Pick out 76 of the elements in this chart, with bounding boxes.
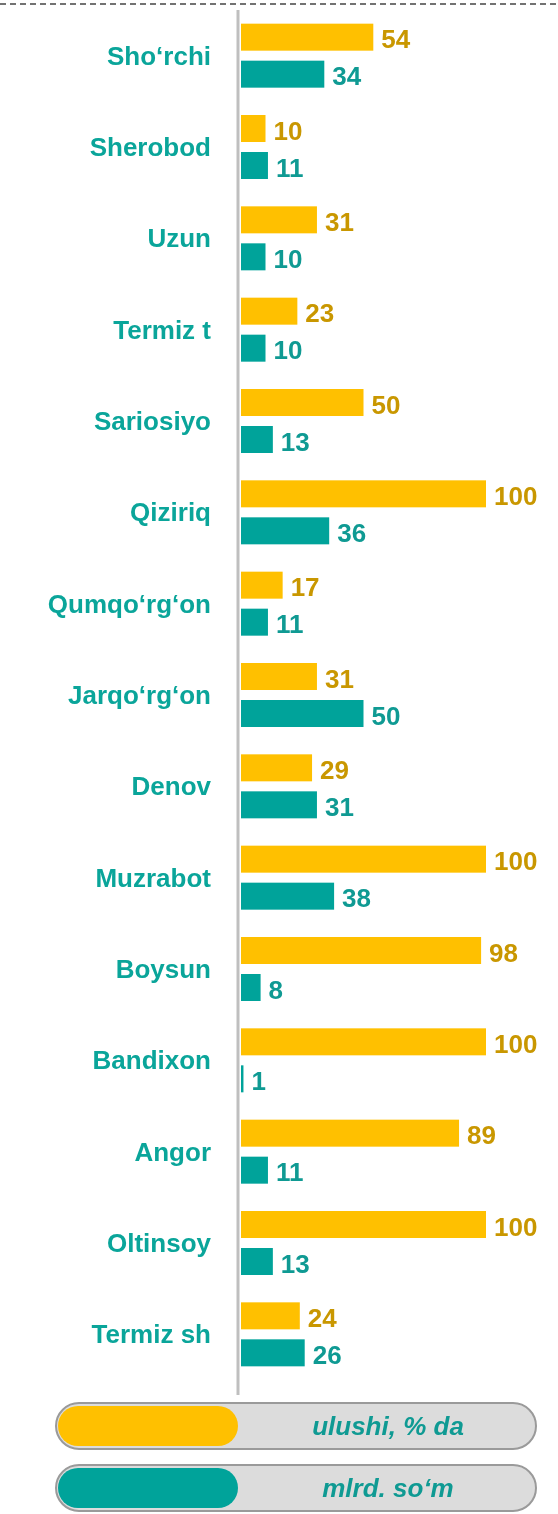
data-label: 54	[381, 24, 411, 55]
bar	[241, 426, 273, 453]
data-label: 100	[494, 846, 538, 877]
bar	[241, 60, 325, 88]
data-label: 11	[275, 609, 304, 640]
bar	[241, 243, 266, 271]
data-label: 34	[332, 61, 362, 92]
bar	[241, 571, 283, 599]
y-tick-label: Sariosiyo	[93, 406, 211, 437]
y-tick-label: Uzun	[147, 223, 211, 254]
y-tick-label: Termiz t	[113, 314, 212, 345]
bar	[241, 1302, 300, 1330]
y-tick-label: Jarqo‘rg‘on	[67, 680, 211, 711]
data-label: 23	[305, 298, 335, 329]
y-tick-label: Sherobod	[89, 132, 211, 163]
data-label: 10	[273, 115, 303, 146]
y-tick-label: Qumqo‘rg‘on	[47, 588, 211, 619]
bar	[241, 754, 313, 782]
bar	[241, 845, 486, 873]
data-label: 50	[371, 389, 401, 420]
data-label: 100	[494, 480, 538, 511]
data-label: 100	[494, 1211, 538, 1242]
data-label: 10	[273, 335, 303, 366]
data-label: 36	[337, 517, 367, 548]
data-label: 11	[275, 1157, 304, 1188]
data-label: 10	[273, 243, 303, 274]
y-tick-label: Sho‘rchi	[106, 40, 211, 71]
data-label: 17	[290, 572, 320, 603]
data-label: 8	[268, 974, 284, 1005]
data-label: 29	[320, 754, 349, 785]
bar	[241, 1248, 273, 1275]
bar	[241, 1339, 305, 1367]
y-tick-label: Angor	[134, 1136, 211, 1167]
data-label: 31	[324, 791, 354, 822]
bar	[241, 937, 482, 964]
bar	[241, 334, 266, 362]
data-label: 50	[371, 700, 401, 731]
data-label: 24	[307, 1302, 338, 1333]
bar	[241, 517, 330, 545]
y-tick-label: Denov	[131, 771, 212, 802]
bar	[241, 1156, 268, 1184]
data-label: 13	[280, 426, 310, 457]
y-tick-label: Bandixon	[92, 1045, 211, 1076]
data-label: 98	[489, 937, 519, 968]
data-label: 13	[280, 1248, 310, 1279]
bar	[241, 700, 364, 727]
y-tick-label: Termiz sh	[91, 1319, 211, 1350]
bar	[241, 1211, 486, 1238]
bar	[241, 152, 268, 179]
data-label: 31	[324, 663, 354, 694]
y-tick-label: Oltinsoy	[106, 1228, 212, 1259]
text: ulushi, % da	[312, 1411, 464, 1442]
bar	[241, 389, 364, 416]
data-label: 11	[275, 152, 304, 183]
bar	[241, 1119, 460, 1147]
bar	[241, 297, 298, 325]
bar	[241, 974, 261, 1001]
bar	[241, 206, 317, 234]
bar	[241, 1028, 486, 1056]
data-label: 1	[251, 1065, 266, 1096]
bar	[241, 663, 317, 690]
data-label: 38	[342, 883, 372, 914]
bar	[241, 115, 266, 142]
bar	[241, 23, 374, 51]
bar	[241, 608, 268, 636]
bar	[241, 882, 335, 910]
y-tick-label: Qiziriq	[130, 497, 211, 528]
y-tick-label: Muzrabot	[95, 862, 212, 893]
data-label: 100	[494, 1028, 538, 1059]
bar	[241, 480, 486, 508]
data-label: 89	[467, 1120, 496, 1151]
bar	[241, 791, 317, 819]
data-label: 31	[324, 206, 354, 237]
y-tick-label: Boysun	[115, 954, 211, 985]
data-label: 26	[312, 1339, 342, 1370]
text: mlrd. so‘m	[322, 1473, 454, 1504]
